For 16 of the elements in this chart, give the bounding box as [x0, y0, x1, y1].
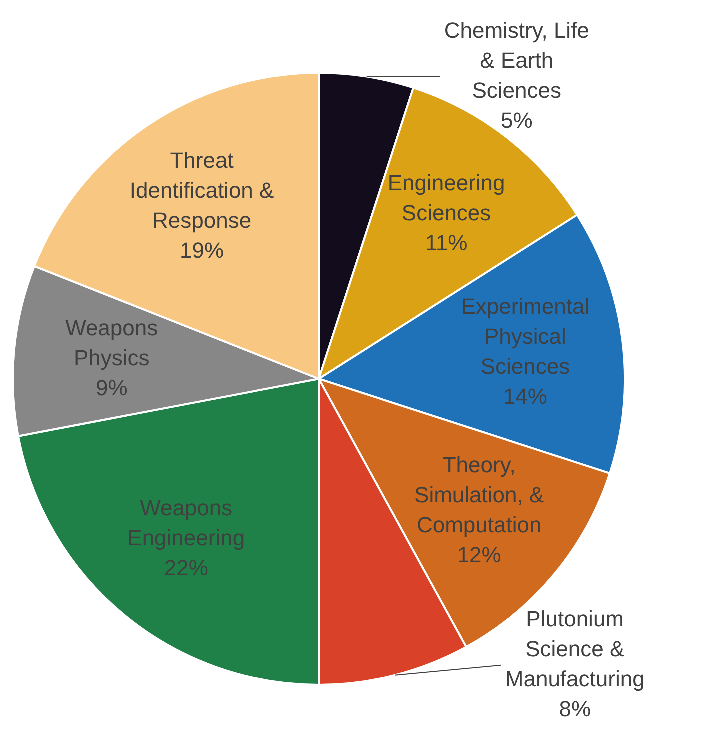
data-label: 8% — [559, 696, 591, 722]
data-label: 12% — [457, 542, 502, 568]
slice-label: Experimental Physical Sciences — [461, 294, 590, 379]
data-label: 22% — [164, 555, 208, 580]
slice-label: Threat Identification & Response — [130, 148, 275, 233]
data-label: 5% — [500, 108, 533, 133]
slice-label: Theory, Simulation, & Computation — [414, 452, 544, 538]
slice-label: Engineering Sciences — [388, 170, 506, 226]
slice-label: Plutonium Science & Manufacturing — [505, 606, 645, 692]
slice-label: Weapons Physics — [66, 315, 158, 370]
data-label: 11% — [425, 230, 468, 256]
data-label: 9% — [96, 375, 128, 400]
data-label: 19% — [180, 238, 224, 263]
slice-label: Chemistry, Life & Earth Sciences — [444, 18, 590, 103]
data-label: 14% — [503, 384, 548, 409]
slice-label: Weapons Engineering — [128, 495, 246, 550]
